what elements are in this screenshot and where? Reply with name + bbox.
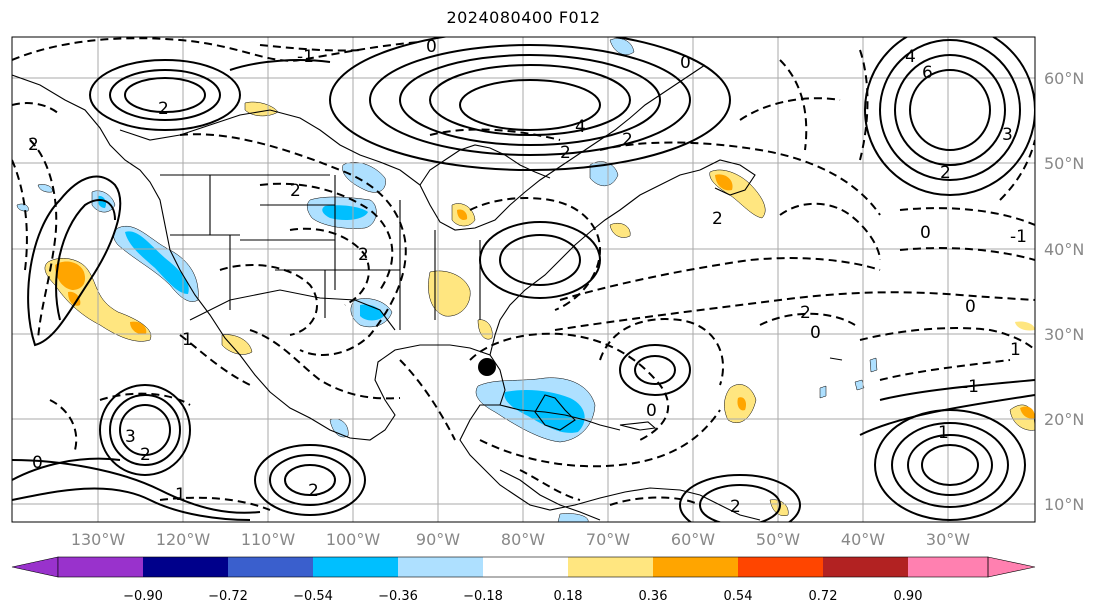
colorbar-bin — [58, 557, 143, 577]
contour-label: 2 — [358, 245, 369, 265]
latitude-labels: 60°N 50°N 40°N 30°N 20°N 10°N — [1044, 69, 1084, 514]
contour-label: 0 — [426, 37, 437, 57]
contour-label: 2 — [140, 445, 151, 465]
lat-label: 10°N — [1044, 495, 1084, 514]
map-title: 2024080400 F012 — [446, 8, 601, 27]
contour-label: 2 — [28, 135, 39, 155]
colorbar-tick: 0.90 — [894, 589, 923, 604]
contour-label: 0 — [680, 53, 691, 73]
colorbar-bin — [313, 557, 398, 577]
contour-label: 0 — [965, 297, 976, 317]
colorbar: −0.90 −0.72 −0.54 −0.36 −0.18 0.18 0.36 … — [11, 556, 1036, 604]
lon-label: 110°W — [241, 530, 296, 549]
contour-label: 2 — [290, 181, 301, 201]
lon-label: 70°W — [586, 530, 630, 549]
contour-label: 3 — [125, 427, 136, 447]
contour-labels: -1 0 2 2 4 2 2 0 6 4 3 2 0 -1 2 0 0 2 1 … — [28, 37, 1027, 517]
lon-label: 40°W — [841, 530, 885, 549]
lon-label: 90°W — [416, 530, 460, 549]
contour-label: 6 — [922, 63, 933, 83]
colorbar-extend-low — [11, 556, 59, 578]
contour-label: 2 — [622, 130, 633, 150]
contour-label: 1 — [1010, 340, 1021, 360]
contour-label: 2 — [730, 497, 741, 517]
lat-label: 30°N — [1044, 325, 1084, 344]
colorbar-tick: 0.54 — [724, 589, 753, 604]
lat-label: 40°N — [1044, 240, 1084, 259]
contour-label: 2 — [308, 481, 319, 501]
contour-label: 2 — [940, 163, 951, 183]
colorbar-tick: −0.90 — [123, 589, 163, 604]
lon-label: 130°W — [71, 530, 126, 549]
contour-label: 0 — [32, 453, 43, 473]
colorbar-tick: −0.18 — [463, 589, 503, 604]
lon-label: 60°W — [671, 530, 715, 549]
map-frame — [11, 36, 1036, 523]
contour-label: 2 — [800, 303, 811, 323]
colorbar-bin — [738, 557, 823, 577]
colorbar-bin — [483, 557, 568, 577]
colorbar-bin — [908, 557, 988, 577]
contour-label: 0 — [646, 401, 657, 421]
longitude-labels: 130°W 120°W 110°W 100°W 90°W 80°W 70°W 6… — [71, 530, 970, 549]
colorbar-bin — [823, 557, 908, 577]
contour-label: 1 — [938, 423, 949, 443]
lat-label: 60°N — [1044, 69, 1084, 88]
colorbar-extend-high — [987, 556, 1036, 578]
colorbar-tick: −0.72 — [208, 589, 248, 604]
lon-label: 120°W — [156, 530, 211, 549]
contour-label: 0 — [920, 223, 931, 243]
coastlines — [12, 64, 843, 521]
contour-label: -1 — [962, 377, 979, 397]
contour-label: 1 — [175, 485, 186, 505]
shaded-fields — [16, 38, 1035, 522]
colorbar-tick: −0.54 — [293, 589, 333, 604]
contour-label: 2 — [158, 99, 169, 119]
colorbar-tick: 0.18 — [554, 589, 583, 604]
storm-center-marker — [478, 358, 496, 376]
lat-label: 20°N — [1044, 410, 1084, 429]
contour-label: 3 — [1002, 125, 1013, 145]
colorbar-bin — [653, 557, 738, 577]
contour-label: 4 — [575, 117, 586, 137]
map-panel: -1 0 2 2 4 2 2 0 6 4 3 2 0 -1 2 0 0 2 1 … — [12, 37, 1035, 522]
colorbar-bin — [143, 557, 228, 577]
lon-label: 50°W — [756, 530, 800, 549]
lat-label: 50°N — [1044, 154, 1084, 173]
contours-negative — [12, 37, 1035, 511]
contour-label: 2 — [560, 143, 571, 163]
colorbar-tick: 0.72 — [809, 589, 838, 604]
lon-label: 100°W — [326, 530, 381, 549]
lon-label: 80°W — [501, 530, 545, 549]
contour-label: -1 — [297, 47, 314, 67]
lon-label: 30°W — [926, 530, 970, 549]
contour-label: 1 — [182, 330, 193, 350]
colorbar-bin — [398, 557, 483, 577]
contours-positive — [12, 37, 1035, 522]
colorbar-bin — [228, 557, 313, 577]
contour-label: 4 — [905, 47, 916, 67]
colorbar-tick: −0.36 — [378, 589, 418, 604]
colorbar-bin — [568, 557, 653, 577]
colorbar-tick: 0.36 — [639, 589, 668, 604]
contour-label: 2 — [712, 209, 723, 229]
contour-label: 0 — [810, 323, 821, 343]
contour-label: -1 — [1010, 227, 1027, 247]
graticule — [12, 37, 1035, 522]
